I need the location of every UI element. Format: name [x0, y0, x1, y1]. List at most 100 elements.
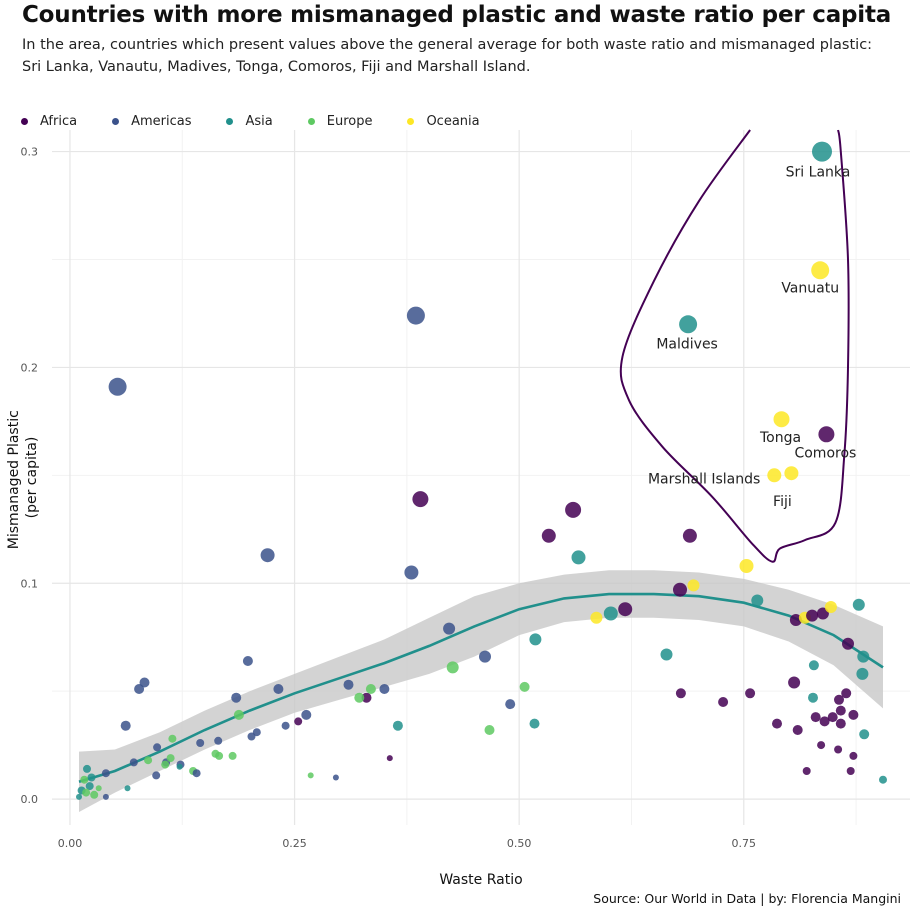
- data-point-asia: [859, 729, 870, 740]
- data-points: [76, 141, 887, 800]
- data-point-americas: [129, 758, 138, 767]
- data-point-africa: [819, 716, 830, 727]
- data-point-africa: [565, 501, 582, 518]
- data-point-americas: [247, 732, 256, 741]
- x-tick-label: 0.50: [507, 837, 532, 850]
- legend-item-oceania: Oceania: [400, 113, 480, 129]
- data-point-asia: [87, 773, 96, 782]
- data-point-oceania: [767, 468, 782, 483]
- data-point-africa: [386, 755, 393, 762]
- data-point-asia: [660, 648, 673, 661]
- data-point-africa: [788, 676, 801, 689]
- data-point-asia: [856, 667, 869, 680]
- data-point-oceania: [590, 611, 603, 624]
- data-point-asia: [392, 720, 403, 731]
- legend-swatch-americas: [112, 117, 120, 125]
- data-point-americas: [134, 684, 145, 694]
- data-point-africa: [848, 709, 859, 720]
- data-point-americas: [406, 306, 425, 325]
- x-tick-label: 0.25: [282, 837, 307, 850]
- y-axis-title-line-1: Mismanaged Plastic: [6, 410, 22, 549]
- data-point-americas: [332, 774, 339, 781]
- data-point-europe: [90, 790, 99, 799]
- data-point-africa: [802, 767, 811, 775]
- data-point-asia: [76, 793, 82, 800]
- legend-item-africa: Africa: [14, 114, 77, 129]
- data-point-europe: [354, 692, 365, 703]
- data-point-africa: [412, 491, 429, 508]
- data-point-americas: [242, 656, 253, 666]
- x-tick-label: 0.75: [732, 837, 757, 850]
- y-tick-label: 0.1: [21, 577, 39, 590]
- data-point-africa: [810, 712, 821, 723]
- data-point-africa: [846, 767, 855, 775]
- data-point-americas: [404, 565, 419, 580]
- legend-label-europe: Europe: [326, 113, 373, 129]
- data-point-americas: [108, 377, 127, 396]
- data-point-americas: [260, 548, 275, 563]
- annotation-sri-lanka: Sri Lanka: [786, 165, 851, 181]
- data-point-asia: [603, 606, 618, 621]
- data-point-africa: [818, 426, 835, 443]
- data-point-americas: [479, 650, 491, 663]
- data-point-africa: [817, 741, 826, 750]
- x-axis-ticks: 0.00 0.25 0.50 0.75: [58, 837, 756, 850]
- data-point-americas: [505, 699, 516, 710]
- data-point-asia: [852, 598, 865, 611]
- data-point-asia: [808, 692, 818, 703]
- data-point-americas: [120, 720, 131, 731]
- trend-line: [78, 592, 884, 784]
- x-tick-label: 0.00: [58, 837, 83, 850]
- data-point-americas: [101, 769, 110, 778]
- grid-lines: [52, 130, 910, 825]
- data-point-europe: [215, 751, 224, 760]
- data-point-americas: [343, 679, 354, 690]
- data-point-africa: [675, 688, 686, 699]
- data-point-africa: [806, 609, 819, 622]
- legend-swatch-asia: [226, 117, 234, 125]
- data-point-americas: [231, 692, 242, 703]
- annotation-maldives: Maldives: [656, 336, 718, 352]
- data-point-europe: [446, 661, 459, 674]
- chart-subtitle: In the area, countries which present val…: [22, 37, 873, 75]
- legend-label-asia: Asia: [245, 113, 273, 129]
- annotation-fiji: Fiji: [773, 494, 792, 510]
- legend-label-africa: Africa: [40, 113, 78, 129]
- annotation-tonga: Tonga: [759, 430, 801, 446]
- data-point-africa: [792, 725, 803, 735]
- data-point-asia: [529, 633, 542, 646]
- data-point-europe: [161, 760, 170, 769]
- data-point-europe: [168, 734, 177, 743]
- annotation-vanuatu: Vanuatu: [781, 280, 839, 296]
- y-tick-label: 0.2: [21, 361, 39, 374]
- data-point-asia: [751, 594, 764, 607]
- legend-label-oceania: Oceania: [426, 113, 480, 129]
- data-point-africa: [772, 718, 782, 729]
- chart-title: Countries with more mismanaged plastic a…: [22, 2, 892, 28]
- data-point-africa: [618, 602, 633, 617]
- data-point-europe: [233, 709, 244, 720]
- data-point-americas: [273, 684, 284, 694]
- data-point-americas: [443, 622, 456, 635]
- data-point-europe: [95, 785, 102, 792]
- data-point-asia: [176, 763, 183, 770]
- legend-swatch-africa: [21, 117, 28, 125]
- data-point-africa: [835, 718, 846, 729]
- data-point-asia: [812, 141, 832, 162]
- data-point-africa: [842, 637, 854, 650]
- data-point-africa: [682, 528, 697, 543]
- highlight-outline-path: [619, 129, 850, 563]
- data-point-americas: [152, 771, 161, 780]
- legend: Africa Americas Asia Europe Oceania: [14, 112, 508, 130]
- annotation-marshall-islands: Marshall Islands: [648, 471, 760, 487]
- data-point-oceania: [773, 411, 790, 428]
- legend-swatch-europe: [307, 117, 315, 125]
- data-point-asia: [808, 660, 819, 671]
- data-point-oceania: [739, 559, 754, 573]
- data-point-africa: [789, 614, 802, 626]
- data-point-asia: [857, 650, 870, 663]
- data-point-asia: [679, 315, 698, 334]
- data-point-americas: [301, 709, 312, 720]
- y-axis-title: Mismanaged Plastic (per capita): [6, 406, 40, 550]
